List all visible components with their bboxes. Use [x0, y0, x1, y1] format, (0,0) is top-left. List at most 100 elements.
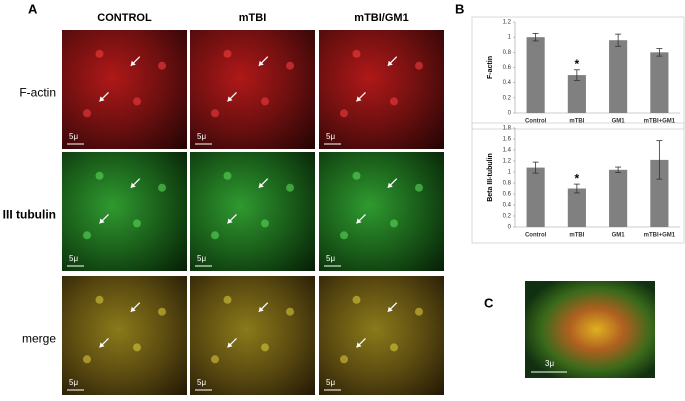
micrograph: [62, 30, 187, 149]
cell-spot: [286, 307, 294, 316]
cell-spot: [261, 97, 269, 106]
micrograph: [319, 152, 444, 271]
scale-label: 5μ: [197, 378, 206, 387]
y-tick-label: 1.2: [503, 20, 512, 26]
cell-spot: [390, 219, 398, 228]
bar: [526, 37, 545, 113]
cell-spot: [95, 295, 104, 304]
cell-spot: [340, 109, 348, 118]
panel-label: C: [484, 295, 494, 310]
arrow-head: [387, 60, 393, 66]
row-label: F-actin: [19, 86, 56, 100]
panel-label: A: [28, 1, 38, 16]
arrow-head: [356, 218, 362, 224]
micrograph: [190, 30, 315, 149]
y-tick-label: 1: [508, 35, 512, 41]
scale-label: 5μ: [69, 132, 78, 141]
cell-spot: [223, 295, 232, 304]
cell-spot: [83, 355, 91, 364]
arrow-head: [227, 342, 233, 348]
x-tick-label: GM1: [612, 233, 626, 239]
arrow-head: [130, 182, 136, 188]
cell-spot: [133, 343, 141, 352]
x-tick-label: mTBI: [569, 233, 584, 239]
bar: [609, 40, 628, 114]
cell-spot: [390, 343, 398, 352]
cell-spot: [223, 171, 232, 180]
row-label: merge: [22, 332, 56, 346]
cell-spot: [286, 183, 294, 192]
column-header: mTBI: [239, 12, 267, 24]
cell-spot: [83, 231, 91, 240]
y-axis-label: F-actin: [487, 56, 494, 79]
arrow-head: [387, 182, 393, 188]
micrograph: [62, 152, 187, 271]
arrow-head: [356, 96, 362, 102]
bar: [609, 169, 628, 227]
cell-spot: [352, 295, 361, 304]
y-tick-label: 1.2: [503, 159, 512, 165]
scale-label: 5μ: [197, 254, 206, 263]
significance-mark: *: [575, 57, 580, 71]
arrow-head: [130, 306, 136, 312]
x-tick-label: mTBI: [569, 119, 584, 125]
cell-spot: [83, 109, 91, 118]
column-header: mTBI/GM1: [354, 12, 408, 24]
cell-spot: [261, 343, 269, 352]
y-tick-label: 0.2: [503, 95, 512, 101]
cell-spot: [340, 355, 348, 364]
cell-spot: [286, 61, 294, 70]
scale-label: 5μ: [326, 132, 335, 141]
cell-spot: [158, 307, 166, 316]
column-header: CONTROL: [97, 12, 152, 24]
arrow-head: [356, 342, 362, 348]
cell-spot: [133, 219, 141, 228]
row-label: β III tubulin: [0, 208, 56, 222]
cell-spot: [211, 231, 219, 240]
bar: [526, 167, 545, 227]
arrow-head: [99, 218, 105, 224]
x-tick-label: mTBI+GM1: [644, 233, 676, 239]
x-tick-label: GM1: [612, 119, 626, 125]
arrow-head: [227, 96, 233, 102]
y-tick-label: 0: [508, 111, 512, 117]
cell-spot: [158, 183, 166, 192]
cell-spot: [211, 355, 219, 364]
cell-spot: [352, 49, 361, 58]
micrograph: [190, 276, 315, 395]
micrograph: [62, 276, 187, 395]
arrow-head: [99, 96, 105, 102]
x-tick-label: Control: [525, 233, 547, 239]
micrograph: [525, 281, 655, 378]
y-tick-label: 0.4: [503, 80, 512, 86]
cell-spot: [415, 61, 423, 70]
y-tick-label: 0.8: [503, 181, 512, 187]
cell-spot: [133, 97, 141, 106]
cell-spot: [223, 49, 232, 58]
micrograph: [319, 30, 444, 149]
arrow-head: [258, 182, 264, 188]
scale-label: 5μ: [69, 378, 78, 387]
cell-spot: [415, 307, 423, 316]
significance-mark: *: [575, 171, 580, 185]
panel-label: B: [455, 1, 464, 16]
chart-frame: [471, 16, 685, 130]
cell-spot: [390, 97, 398, 106]
y-tick-label: 1.8: [503, 126, 512, 132]
arrow-head: [130, 60, 136, 66]
y-tick-label: 1.4: [503, 148, 512, 154]
x-tick-label: Control: [525, 119, 547, 125]
cell-spot: [211, 109, 219, 118]
micrograph: [319, 276, 444, 395]
arrow-head: [258, 60, 264, 66]
cell-spot: [95, 171, 104, 180]
scale-label: 5μ: [69, 254, 78, 263]
chart-frame: [471, 122, 685, 244]
cell-spot: [415, 183, 423, 192]
y-tick-label: 0.2: [503, 214, 512, 220]
y-tick-label: 0.6: [503, 192, 512, 198]
arrow-head: [227, 218, 233, 224]
bar: [567, 75, 586, 113]
y-tick-label: 0.6: [503, 65, 512, 71]
arrow-head: [99, 342, 105, 348]
